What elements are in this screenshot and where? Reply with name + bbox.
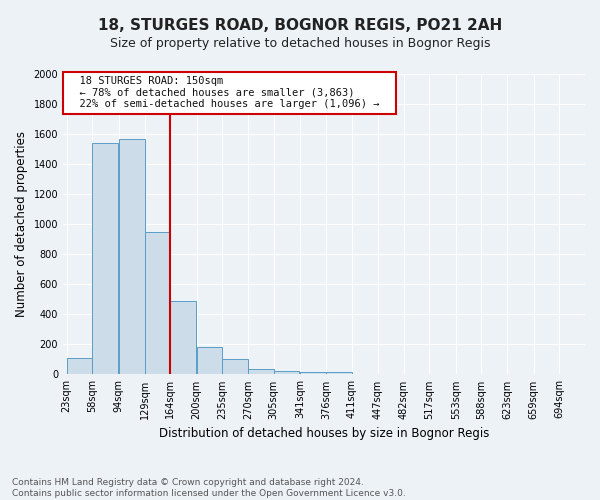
Bar xyxy=(326,372,352,374)
Text: Size of property relative to detached houses in Bognor Regis: Size of property relative to detached ho… xyxy=(110,38,490,51)
Bar xyxy=(274,370,299,374)
Text: 18 STURGES ROAD: 150sqm
  ← 78% of detached houses are smaller (3,863)
  22% of : 18 STURGES ROAD: 150sqm ← 78% of detache… xyxy=(67,76,392,110)
Bar xyxy=(300,372,326,374)
Bar xyxy=(92,142,118,374)
Bar xyxy=(248,368,274,374)
Bar xyxy=(67,358,92,374)
Y-axis label: Number of detached properties: Number of detached properties xyxy=(15,131,28,317)
Bar xyxy=(145,232,170,374)
Text: 18, STURGES ROAD, BOGNOR REGIS, PO21 2AH: 18, STURGES ROAD, BOGNOR REGIS, PO21 2AH xyxy=(98,18,502,32)
Bar xyxy=(119,139,145,374)
Bar xyxy=(197,346,223,374)
X-axis label: Distribution of detached houses by size in Bognor Regis: Distribution of detached houses by size … xyxy=(159,427,489,440)
Text: Contains HM Land Registry data © Crown copyright and database right 2024.
Contai: Contains HM Land Registry data © Crown c… xyxy=(12,478,406,498)
Bar xyxy=(170,301,196,374)
Bar xyxy=(223,360,248,374)
